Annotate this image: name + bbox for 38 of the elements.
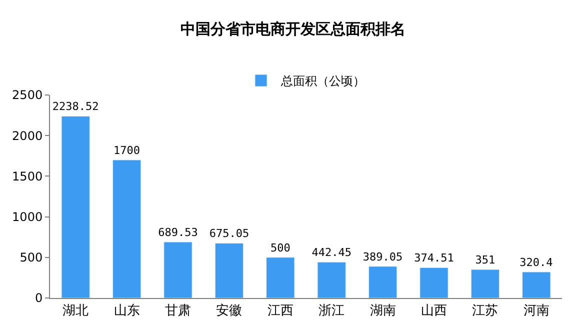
- x-tick-label: 湖南: [370, 304, 396, 319]
- data-label: 500: [270, 241, 290, 254]
- bar: [112, 160, 142, 298]
- data-label: 689.53: [158, 226, 198, 240]
- bar: [522, 272, 551, 298]
- bar: [420, 267, 448, 298]
- x-tick-label: 山西: [421, 304, 447, 319]
- data-label: 675.05: [209, 227, 250, 240]
- bar: [214, 242, 244, 298]
- x-tick-label: 江苏: [472, 304, 498, 319]
- data-label: 442.45: [312, 246, 352, 260]
- data-label: 2238.52: [52, 100, 99, 114]
- x-tick-label: 江西: [267, 304, 294, 319]
- bar: [470, 269, 500, 298]
- y-tick-label: 500: [20, 250, 43, 265]
- x-tick-label: 安徽: [216, 302, 242, 319]
- y-tick-label: 0: [34, 291, 43, 306]
- data-label: 374.51: [414, 252, 454, 265]
- x-tick-label: 甘肃: [165, 304, 191, 319]
- x-tick-label: 山东: [114, 304, 140, 319]
- legend-label: 总面积（公顷）: [280, 74, 365, 88]
- bar: [317, 262, 346, 298]
- y-tick-label: 2000: [12, 128, 43, 143]
- data-label: 1700: [114, 144, 140, 157]
- data-label: 351: [475, 254, 496, 266]
- bar: [368, 266, 398, 298]
- x-tick-label: 湖北: [62, 304, 89, 319]
- bar: [61, 116, 90, 298]
- bar: [164, 242, 192, 298]
- chart-title: 中国分省市电商开发区总面积排名: [180, 20, 406, 38]
- y-tick-label: 2500: [12, 88, 43, 102]
- bar: [266, 257, 295, 298]
- x-tick-label: 河南: [523, 304, 550, 319]
- x-tick-label: 浙江: [318, 304, 345, 319]
- y-tick-label: 1000: [12, 210, 43, 224]
- data-label: 320.4: [520, 256, 554, 269]
- data-label: 389.05: [362, 250, 403, 264]
- y-tick-label: 1500: [12, 169, 43, 184]
